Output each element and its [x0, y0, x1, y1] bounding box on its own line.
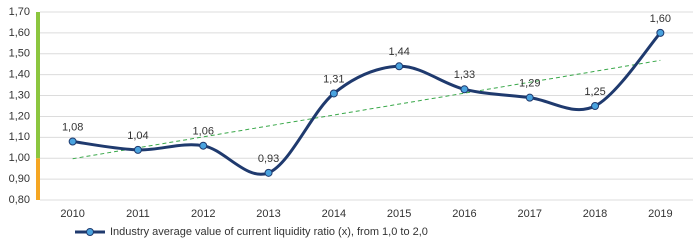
data-label: 1,44: [388, 46, 409, 58]
y-tick-label: 1,00: [9, 152, 30, 164]
data-label: 1,31: [323, 73, 344, 85]
x-tick-label: 2019: [648, 208, 672, 220]
y-tick-label: 1,30: [9, 89, 30, 101]
y-tick-label: 0,90: [9, 173, 30, 185]
y-tick-label: 1,40: [9, 69, 30, 81]
y-tick-label: 1,50: [9, 48, 30, 60]
y-tick-label: 1,10: [9, 131, 30, 143]
x-tick-label: 2012: [191, 208, 215, 220]
x-tick-label: 2011: [126, 208, 150, 220]
point: [395, 62, 404, 71]
x-tick-label: 2018: [583, 208, 607, 220]
legend-marker: [86, 228, 94, 236]
x-tick-label: 2014: [322, 208, 346, 220]
point: [656, 28, 665, 37]
point: [460, 85, 469, 94]
data-label: 1,06: [193, 126, 214, 138]
point: [591, 102, 600, 110]
data-label: 1,29: [519, 78, 540, 90]
point: [525, 93, 534, 102]
point: [133, 145, 142, 154]
data-label: 1,08: [62, 121, 83, 133]
data-label: 1,25: [584, 86, 605, 98]
axis-band: [36, 158, 40, 200]
y-tick-label: 1,70: [9, 6, 30, 18]
point: [68, 137, 77, 146]
x-tick-label: 2016: [452, 208, 476, 220]
x-tick-label: 2010: [60, 208, 84, 220]
data-label: 1,33: [454, 69, 475, 81]
x-tick-label: 2017: [518, 208, 542, 220]
x-tick-label: 2015: [387, 208, 411, 220]
data-label: 1,60: [650, 13, 671, 25]
y-tick-label: 0,80: [9, 194, 30, 206]
axis-band: [36, 12, 40, 159]
y-tick-label: 1,20: [9, 110, 30, 122]
point: [264, 168, 273, 177]
line: [72, 31, 662, 176]
legend-label: Industry average value of current liquid…: [110, 226, 428, 238]
trendline: [72, 59, 661, 160]
x-tick-label: 2013: [256, 208, 280, 220]
point: [199, 141, 208, 150]
data-label: 1,04: [127, 130, 148, 142]
data-label: 0,93: [258, 153, 279, 165]
y-tick-label: 1,60: [9, 27, 30, 39]
point: [329, 89, 338, 98]
